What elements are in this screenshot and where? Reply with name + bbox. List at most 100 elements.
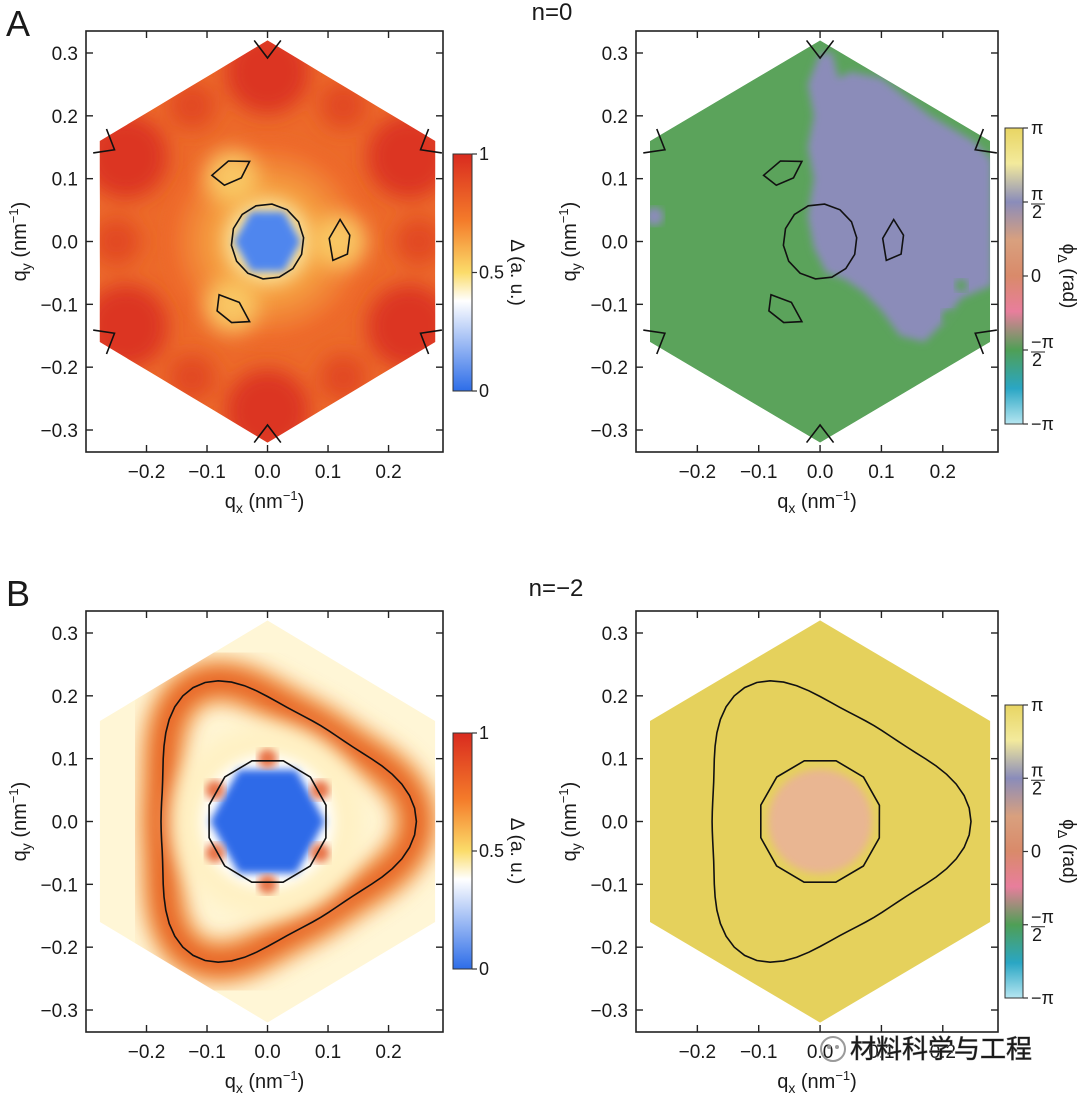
x-tick-label: 0.1 — [315, 1042, 341, 1063]
panel-letter-b: B — [6, 573, 30, 614]
colorbar-b-magnitude: 1 0.5 0 Δ (a. u.) — [452, 723, 527, 979]
colorbar-label: ϕΔ (rad) — [1055, 244, 1079, 309]
y-tick-label: −0.3 — [590, 1001, 628, 1022]
gap-region — [234, 211, 301, 272]
x-tick-label: −0.2 — [679, 462, 717, 483]
phase-region-lavender — [807, 53, 991, 342]
y-axis-label: qy (nm−1) — [6, 202, 34, 282]
corner-contour — [93, 128, 116, 154]
plot-a-phase: −0.2 −0.1 0.0 0.1 0.2 0.3 0.2 0.1 0.0 −0.1 −0.2 −0.… — [556, 30, 999, 516]
y-tick-label: −0.3 — [40, 1001, 78, 1022]
colorbar-gradient — [1004, 704, 1024, 999]
plot-a-magnitude: −0.2 −0.1 0.0 0.1 0.2 0.3 0.2 0.1 0.0 −0.1 −0.2 −0.… — [6, 30, 444, 516]
y-axis-label: qy (nm−1) — [556, 202, 584, 282]
y-tick-label: 0.2 — [602, 687, 628, 708]
plot-b-magnitude: −0.2 −0.1 0.0 0.1 0.2 0.3 0.2 0.1 0.0 −0.1 −0.2 −0.… — [6, 610, 444, 1094]
colorbar-tick-label: −π — [1031, 907, 1054, 927]
corner-contour — [419, 329, 442, 355]
panel-title-a: n=0 — [532, 0, 573, 26]
colorbar-tick-label: 0.5 — [479, 841, 504, 861]
x-tick-label: 0.0 — [254, 462, 280, 483]
y-tick-label: 0.0 — [602, 233, 628, 254]
colorbar-tick-label: 0 — [1031, 842, 1041, 862]
trigonal-contour — [711, 679, 972, 964]
colorbar-gradient — [452, 153, 473, 392]
x-tick-label: 0.1 — [315, 462, 341, 483]
heatmap-body — [99, 40, 436, 443]
colorbar-gradient — [1004, 127, 1024, 425]
corner-contour — [643, 128, 667, 154]
y-tick-label: 0.3 — [602, 44, 628, 65]
colorbar-tick-label: 2 — [1032, 202, 1042, 222]
y-axis-label: qy (nm−1) — [556, 782, 584, 862]
heatmap-body — [650, 40, 991, 443]
corner-contour — [805, 423, 835, 444]
colorbar-label: Δ (a. u.) — [506, 818, 527, 885]
y-tick-label: −0.3 — [590, 421, 628, 442]
central-contour — [230, 203, 305, 280]
y-tick-label: −0.2 — [40, 938, 78, 959]
y-tick-label: −0.1 — [590, 295, 628, 316]
y-tick-label: −0.3 — [40, 421, 78, 442]
colorbar-tick-label: 1 — [479, 144, 489, 164]
inner-contour — [208, 759, 327, 884]
inner-contour — [759, 759, 881, 884]
colorbar-tick-label: 1 — [479, 723, 489, 743]
pocket-contour — [762, 160, 804, 187]
gap-region — [210, 769, 325, 874]
x-tick-label: 0.1 — [868, 1042, 894, 1063]
pocket-contour — [328, 217, 351, 262]
central-contour — [782, 203, 858, 280]
y-tick-label: −0.2 — [590, 938, 628, 959]
plot-b-phase: −0.2 −0.1 0.0 0.1 0.2 0.3 0.2 0.1 0.0 −0.1 −0.2 −0.… — [556, 610, 999, 1094]
x-tick-label: −0.1 — [188, 1042, 226, 1063]
colorbar-gradient — [452, 732, 473, 970]
corner-contour — [974, 128, 997, 154]
corner-contour — [643, 329, 667, 355]
colorbar-label: ϕΔ (rad) — [1055, 819, 1079, 884]
pocket-contour — [768, 293, 804, 324]
x-tick-label: 0.2 — [930, 1042, 956, 1063]
y-tick-label: 0.3 — [52, 44, 78, 65]
x-tick-label: 0.2 — [375, 462, 401, 483]
watermark-text: 材料科学与工程 — [850, 1034, 1032, 1064]
y-tick-label: 0.2 — [52, 687, 78, 708]
x-tick-label: −0.1 — [740, 462, 778, 483]
x-axis-label: qx (nm−1) — [225, 1068, 305, 1094]
y-tick-label: −0.1 — [40, 875, 78, 896]
colorbar-tick-label: −π — [1031, 988, 1054, 1008]
trigonal-contour — [160, 679, 418, 964]
y-tick-label: −0.2 — [40, 358, 78, 379]
y-tick-label: 0.3 — [602, 624, 628, 645]
x-tick-label: 0.2 — [375, 1042, 401, 1063]
y-tick-label: 0.3 — [52, 624, 78, 645]
pocket-contour — [881, 217, 905, 262]
x-axis-label: qx (nm−1) — [777, 1068, 857, 1094]
x-axis-label: qx (nm−1) — [777, 488, 857, 516]
corner-contour — [805, 39, 835, 60]
x-tick-label: 0.0 — [807, 1042, 833, 1063]
x-tick-label: −0.2 — [128, 462, 166, 483]
corner-contour — [253, 39, 282, 60]
y-tick-label: 0.0 — [52, 813, 78, 834]
colorbar-tick-label: 2 — [1032, 925, 1042, 945]
pocket-contour — [216, 293, 251, 324]
colorbar-tick-label: −π — [1031, 414, 1054, 434]
colorbar-tick-label: 2 — [1032, 778, 1042, 798]
x-tick-label: −0.1 — [188, 462, 226, 483]
y-tick-label: 0.1 — [602, 750, 628, 771]
colorbar-tick-label: 2 — [1032, 350, 1042, 370]
y-tick-label: −0.1 — [40, 295, 78, 316]
colorbar-tick-label: 0 — [1031, 266, 1041, 286]
y-tick-label: 0.1 — [602, 170, 628, 191]
y-tick-label: 0.0 — [52, 233, 78, 254]
colorbar-tick-label: 0.5 — [479, 263, 504, 283]
panel-title-b: n=−2 — [529, 575, 584, 602]
colorbar-tick-label: π — [1031, 760, 1043, 780]
x-tick-label: −0.2 — [679, 1042, 717, 1063]
y-tick-label: 0.1 — [52, 170, 78, 191]
watermark: 材料科学与工程 — [820, 1034, 1032, 1064]
y-tick-label: −0.1 — [590, 875, 628, 896]
